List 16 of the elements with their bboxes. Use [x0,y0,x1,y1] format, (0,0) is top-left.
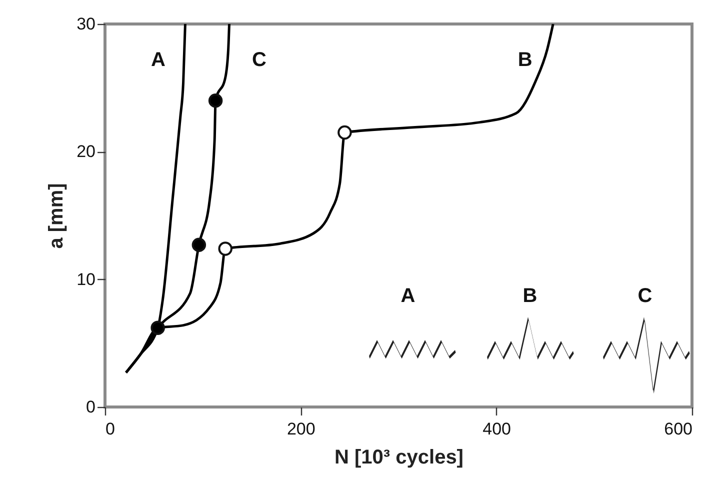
annotation: C [638,285,652,307]
series-label: C [252,49,266,71]
x-axis-title: N [10³ cycles] [334,446,464,468]
x-tick-label: 600 [664,420,692,438]
annotation: B [522,285,538,307]
y-tick-label: 20 [76,142,96,162]
y-axis-title: a [mm] [46,183,68,249]
x-tick-label: 200 [286,420,316,438]
y-tick-label: 30 [76,14,96,34]
annotation: A [400,285,416,307]
y-tick-label: 10 [76,270,96,289]
series-label: B [518,49,532,71]
y-tick-label: 0 [86,398,96,416]
x-tick-label: 400 [482,420,512,438]
series-label: A [150,49,166,71]
x-tick-label: 0 [106,420,115,438]
